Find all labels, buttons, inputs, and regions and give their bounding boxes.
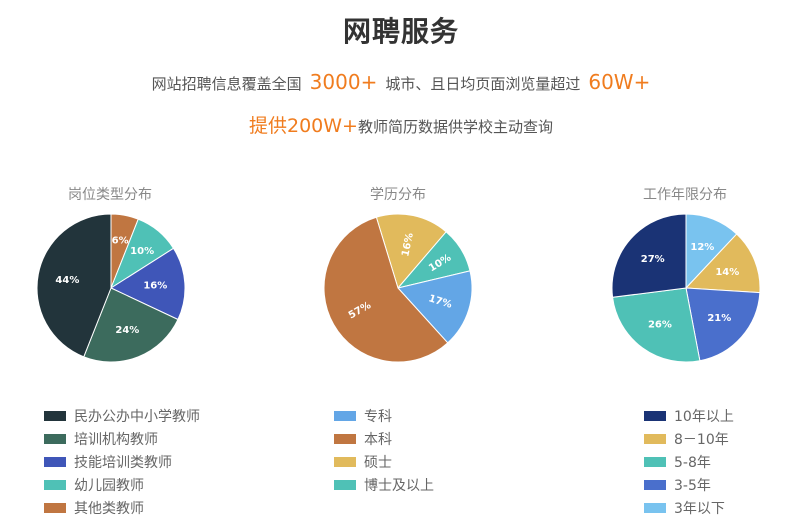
resume-count: 提供200W+ [249, 115, 358, 137]
pie-slice [685, 287, 761, 362]
legend-label: 10年以上 [674, 408, 734, 425]
legend-experience: 10年以上 8－10年 5-8年 3-5年 3年以下 [644, 404, 734, 519]
legend-swatch [44, 479, 66, 490]
legend-label: 硕士 [364, 454, 392, 471]
pageview-count: 60W+ [588, 70, 651, 94]
pie-slice-label: 44% [55, 275, 79, 286]
legend-item: 10年以上 [644, 404, 734, 427]
legend-swatch [44, 433, 66, 444]
pie-slice [611, 213, 687, 298]
pie-slice-label: 16% [400, 232, 416, 258]
pie-chart-education: 16%10%17%57% [323, 213, 473, 363]
legend-job-type: 民办公办中小学教师 培训机构教师 技能培训类教师 幼儿园教师其他类教师 [44, 404, 200, 519]
pie-slice [684, 233, 761, 294]
pie-slice-label: 27% [641, 254, 665, 265]
legend-item: 3-5年 [644, 473, 734, 496]
legend-item: 民办公办中小学教师 [44, 404, 200, 427]
legend-item: 8－10年 [644, 427, 734, 450]
legend-swatch [334, 479, 356, 490]
pie-slice [375, 213, 447, 290]
legend-swatch [334, 433, 356, 444]
legend-item: 博士及以上 [334, 473, 434, 496]
legend-swatch [44, 502, 66, 513]
pie-slice [612, 287, 701, 363]
coverage-text-mid: 城市、且日均页面浏览量超过 [385, 75, 581, 93]
legend-item: 5-8年 [644, 450, 734, 473]
legend-swatch [334, 410, 356, 421]
pie-slice [109, 247, 186, 321]
legend-item: 幼儿园教师 [44, 473, 200, 496]
pie-slice [83, 287, 179, 363]
legend-item: 培训机构教师 [44, 427, 200, 450]
legend-label: 5-8年 [674, 454, 711, 471]
legend-item: 其他类教师 [44, 496, 200, 519]
legend-label: 3年以下 [674, 500, 725, 517]
pie-slice-label: 10% [130, 246, 154, 257]
legend-swatch [644, 433, 666, 444]
legend-label: 其他类教师 [74, 500, 144, 517]
pie-slice [323, 216, 449, 363]
legend-swatch [334, 456, 356, 467]
legend-item: 技能培训类教师 [44, 450, 200, 473]
pie-slice-label: 14% [715, 267, 739, 278]
legend-label: 技能培训类教师 [74, 454, 172, 471]
pie-slice-label: 26% [648, 319, 672, 330]
legend-swatch [44, 410, 66, 421]
legend-swatch [644, 502, 666, 513]
chart-title-job-type: 岗位类型分布 [68, 187, 152, 203]
legend-label: 培训机构教师 [74, 431, 158, 448]
coverage-line: 网站招聘信息覆盖全国 3000+ 城市、且日均页面浏览量超过 60W+ [0, 70, 802, 94]
legend-label: 3-5年 [674, 477, 711, 494]
legend-label: 幼儿园教师 [74, 477, 144, 494]
pie-slice-label: 24% [115, 325, 139, 336]
legend-label: 8－10年 [674, 431, 729, 448]
pie-slice [36, 213, 112, 358]
legend-swatch [644, 479, 666, 490]
pie-slice-label: 12% [690, 242, 714, 253]
legend-item: 硕士 [334, 450, 434, 473]
chart-title-education: 学历分布 [370, 187, 426, 203]
resume-line: 提供200W+教师简历数据供学校主动查询 [0, 111, 802, 138]
legend-item: 3年以下 [644, 496, 734, 519]
pie-chart-job-type: 6%10% 16% 24% 44% [36, 213, 186, 363]
legend-education: 专科本科硕士博士及以上 [334, 404, 434, 496]
legend-label: 民办公办中小学教师 [74, 408, 200, 425]
pie-chart-experience: 12% 14% 21% 26% 27% [611, 213, 761, 363]
pie-slice-label: 21% [707, 313, 731, 324]
legend-swatch [644, 410, 666, 421]
resume-text: 教师简历数据供学校主动查询 [357, 118, 553, 136]
coverage-text-pre: 网站招聘信息覆盖全国 [151, 75, 302, 93]
city-count: 3000+ [309, 70, 378, 94]
legend-item: 本科 [334, 427, 434, 450]
chart-title-experience: 工作年限分布 [643, 187, 727, 203]
page-title: 网聘服务 [342, 15, 459, 48]
pie-slice [397, 270, 473, 344]
legend-swatch [44, 456, 66, 467]
pie-slice-label: 6% [112, 236, 129, 247]
pie-slice-label: 16% [143, 281, 167, 292]
legend-label: 博士及以上 [364, 477, 434, 494]
legend-label: 专科 [364, 408, 392, 425]
legend-item: 专科 [334, 404, 434, 427]
legend-label: 本科 [364, 431, 392, 448]
legend-swatch [644, 456, 666, 467]
